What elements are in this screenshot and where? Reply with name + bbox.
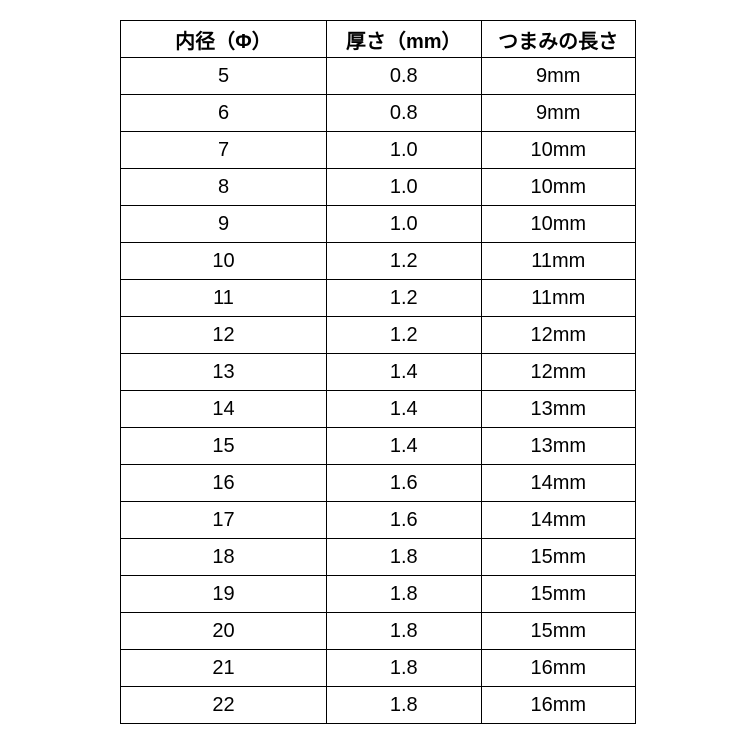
cell-thickness: 1.8 — [327, 650, 482, 687]
cell-thickness: 1.0 — [327, 206, 482, 243]
table-row: 221.816mm — [121, 687, 636, 724]
cell-thickness: 1.2 — [327, 243, 482, 280]
cell-thickness: 1.6 — [327, 502, 482, 539]
table-header-row: 内径（Φ） 厚さ（mm） つまみの長さ — [121, 21, 636, 58]
cell-knob-length: 10mm — [481, 206, 636, 243]
cell-knob-length: 14mm — [481, 465, 636, 502]
cell-inner-diameter: 18 — [121, 539, 327, 576]
table-row: 191.815mm — [121, 576, 636, 613]
cell-thickness: 1.8 — [327, 576, 482, 613]
cell-inner-diameter: 16 — [121, 465, 327, 502]
cell-thickness: 1.4 — [327, 428, 482, 465]
cell-knob-length: 10mm — [481, 132, 636, 169]
table-row: 171.614mm — [121, 502, 636, 539]
cell-knob-length: 13mm — [481, 391, 636, 428]
col-header-inner-diameter: 内径（Φ） — [121, 21, 327, 58]
cell-inner-diameter: 10 — [121, 243, 327, 280]
cell-inner-diameter: 11 — [121, 280, 327, 317]
cell-inner-diameter: 17 — [121, 502, 327, 539]
cell-inner-diameter: 21 — [121, 650, 327, 687]
cell-knob-length: 15mm — [481, 613, 636, 650]
cell-knob-length: 16mm — [481, 687, 636, 724]
table-row: 201.815mm — [121, 613, 636, 650]
cell-thickness: 1.2 — [327, 317, 482, 354]
cell-knob-length: 10mm — [481, 169, 636, 206]
cell-inner-diameter: 15 — [121, 428, 327, 465]
cell-knob-length: 15mm — [481, 539, 636, 576]
cell-thickness: 1.4 — [327, 354, 482, 391]
cell-knob-length: 11mm — [481, 280, 636, 317]
cell-inner-diameter: 6 — [121, 95, 327, 132]
cell-inner-diameter: 7 — [121, 132, 327, 169]
cell-inner-diameter: 22 — [121, 687, 327, 724]
spec-table: 内径（Φ） 厚さ（mm） つまみの長さ 50.89mm 60.89mm 71.0… — [120, 20, 636, 724]
col-header-knob-length: つまみの長さ — [481, 21, 636, 58]
table-row: 141.413mm — [121, 391, 636, 428]
cell-thickness: 1.2 — [327, 280, 482, 317]
cell-knob-length: 14mm — [481, 502, 636, 539]
cell-knob-length: 16mm — [481, 650, 636, 687]
cell-inner-diameter: 8 — [121, 169, 327, 206]
cell-inner-diameter: 9 — [121, 206, 327, 243]
table-row: 121.212mm — [121, 317, 636, 354]
cell-knob-length: 12mm — [481, 354, 636, 391]
cell-thickness: 1.8 — [327, 687, 482, 724]
cell-thickness: 1.8 — [327, 613, 482, 650]
table-row: 131.412mm — [121, 354, 636, 391]
cell-inner-diameter: 12 — [121, 317, 327, 354]
table-row: 60.89mm — [121, 95, 636, 132]
cell-inner-diameter: 19 — [121, 576, 327, 613]
table-row: 71.010mm — [121, 132, 636, 169]
cell-thickness: 1.8 — [327, 539, 482, 576]
table-row: 81.010mm — [121, 169, 636, 206]
table-row: 111.211mm — [121, 280, 636, 317]
cell-knob-length: 9mm — [481, 95, 636, 132]
table-row: 211.816mm — [121, 650, 636, 687]
table-container: 内径（Φ） 厚さ（mm） つまみの長さ 50.89mm 60.89mm 71.0… — [0, 0, 756, 744]
table-row: 50.89mm — [121, 58, 636, 95]
cell-inner-diameter: 13 — [121, 354, 327, 391]
col-header-thickness: 厚さ（mm） — [327, 21, 482, 58]
cell-thickness: 0.8 — [327, 58, 482, 95]
cell-inner-diameter: 5 — [121, 58, 327, 95]
table-row: 181.815mm — [121, 539, 636, 576]
cell-knob-length: 13mm — [481, 428, 636, 465]
cell-thickness: 1.0 — [327, 169, 482, 206]
cell-thickness: 1.0 — [327, 132, 482, 169]
cell-thickness: 1.4 — [327, 391, 482, 428]
table-row: 101.211mm — [121, 243, 636, 280]
cell-knob-length: 15mm — [481, 576, 636, 613]
cell-inner-diameter: 20 — [121, 613, 327, 650]
cell-inner-diameter: 14 — [121, 391, 327, 428]
table-row: 91.010mm — [121, 206, 636, 243]
cell-thickness: 1.6 — [327, 465, 482, 502]
cell-knob-length: 12mm — [481, 317, 636, 354]
cell-knob-length: 9mm — [481, 58, 636, 95]
table-body: 50.89mm 60.89mm 71.010mm 81.010mm 91.010… — [121, 58, 636, 724]
table-row: 151.413mm — [121, 428, 636, 465]
cell-thickness: 0.8 — [327, 95, 482, 132]
cell-knob-length: 11mm — [481, 243, 636, 280]
table-row: 161.614mm — [121, 465, 636, 502]
